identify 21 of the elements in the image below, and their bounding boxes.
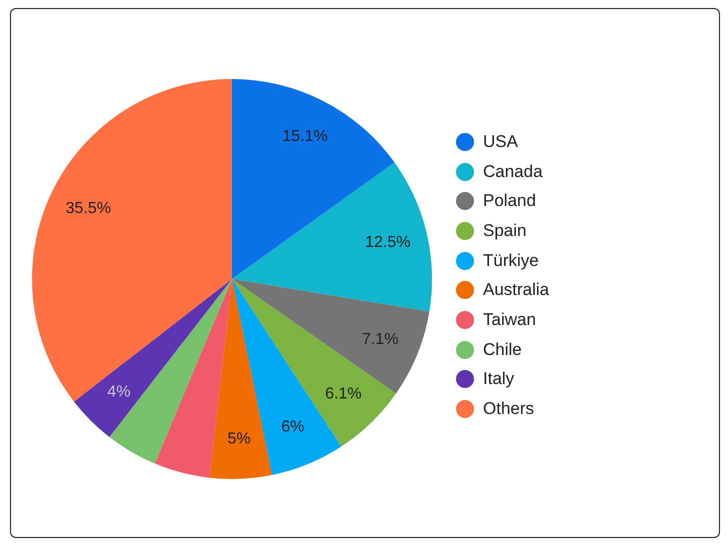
- pie-slice: [232, 162, 432, 312]
- data-label: 5%: [227, 430, 251, 448]
- pie-slice: [32, 79, 232, 402]
- legend-label: Others: [483, 399, 534, 420]
- pie-slice: [209, 279, 272, 479]
- legend-label: Taiwan: [483, 310, 536, 330]
- data-label: 7.1%: [362, 330, 398, 348]
- legend-label: Australia: [483, 280, 550, 300]
- legend-label: Poland: [483, 191, 536, 212]
- legend-label: Spain: [483, 220, 526, 241]
- legend-label: USA: [483, 132, 518, 152]
- data-label: 12.5%: [365, 234, 410, 252]
- data-label: 35.5%: [66, 200, 112, 218]
- data-label: 15.1%: [282, 128, 328, 146]
- data-label: 6.1%: [325, 385, 362, 402]
- legend-label: Italy: [483, 369, 514, 390]
- data-label: 4%: [107, 384, 130, 401]
- data-label: 6%: [281, 418, 304, 436]
- legend-label: Canada: [483, 162, 543, 182]
- legend-label: Chile: [483, 340, 522, 360]
- legend-label: Türkiye: [483, 250, 539, 271]
